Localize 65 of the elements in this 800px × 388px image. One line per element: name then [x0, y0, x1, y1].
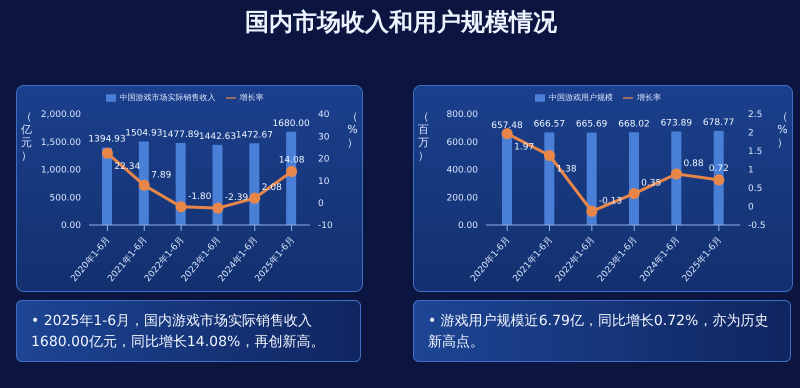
y2-tick-label: -10 [318, 221, 333, 232]
y2-tick-label: 30 [318, 132, 330, 142]
point [286, 166, 298, 178]
y2-tick-label: 20 [318, 154, 330, 165]
y2-axis-title: （%） [777, 110, 788, 149]
point [176, 201, 187, 212]
data-label: 1472.67 [236, 130, 273, 140]
point [586, 206, 598, 217]
point [502, 128, 513, 140]
y2-tick-label: 0 [318, 198, 324, 209]
y2-tick-label: 10 [318, 176, 330, 187]
point [671, 168, 682, 180]
point [628, 188, 640, 200]
data-label: -1.80 [188, 192, 212, 202]
data-label: 0.72 [708, 164, 729, 174]
y-tick-label: 1,000.00 [40, 166, 82, 176]
point [138, 180, 150, 191]
data-label: 1680.00 [272, 118, 310, 129]
data-label: 673.89 [660, 118, 692, 128]
y2-tick-label: 2 [748, 128, 754, 139]
data-label: 666.57 [534, 120, 566, 130]
text: • 游戏用户规模近6.79亿，同比增长0.72%，亦为历史新高点。 [428, 312, 770, 352]
point [249, 192, 260, 204]
y-tick-label: 200.00 [446, 193, 478, 204]
data-label: 14.08 [278, 156, 305, 166]
y-tick-label: 0.00 [60, 221, 82, 232]
y2-tick-label: 1 [748, 166, 754, 176]
y2-tick-label: 2.5 [748, 110, 762, 120]
y-axis-title: （百万） [418, 110, 429, 162]
data-label: 657.48 [491, 120, 524, 131]
text: 国内市场收入和用户规模情况 [244, 7, 558, 38]
y-tick-label: 1,500.00 [40, 138, 82, 148]
data-label: 1477.89 [162, 130, 200, 140]
y2-axis-title: （%） [347, 110, 358, 149]
data-label: 0.88 [684, 158, 704, 169]
legend-label: 增长率 [637, 93, 661, 102]
legend-label: 中国游戏用户规模 [549, 93, 613, 102]
y2-tick-label: 1.5 [748, 147, 762, 158]
point [212, 202, 224, 214]
y-tick-label: 0.00 [458, 221, 478, 232]
y2-tick-label: -0.5 [748, 221, 766, 232]
y-tick-label: 600.00 [446, 138, 478, 148]
y2-tick-label: 0.5 [748, 184, 762, 194]
y2-tick-label: 0 [748, 202, 754, 213]
data-label: -2.39 [224, 193, 248, 204]
y-axis-title: （亿元） [21, 110, 32, 162]
point [713, 174, 724, 186]
legend-label: 中国游戏市场实际销售收入 [120, 93, 216, 102]
point [544, 150, 555, 161]
y-tick-label: 2,000.00 [40, 110, 82, 120]
data-label: 1442.63 [198, 132, 236, 142]
data-label: 1504.93 [125, 128, 162, 138]
data-label: 678.77 [702, 118, 734, 128]
legend-label: 增长率 [240, 93, 264, 102]
y-tick-label: 400.00 [446, 166, 478, 176]
data-label: 1.97 [514, 142, 534, 153]
data-label: 665.69 [576, 120, 608, 130]
y-tick-label: 500.00 [50, 193, 82, 204]
text: • 2025年1-6月，国内游戏市场实际销售收入1680.00亿元，同比增长14.08%，再创新高。 [31, 312, 326, 352]
data-label: 7.89 [151, 170, 172, 180]
point [102, 148, 113, 159]
data-label: 668.02 [618, 119, 650, 130]
data-label: 1394.93 [88, 134, 126, 145]
y-tick-label: 800.00 [446, 110, 478, 120]
y2-tick-label: 40 [318, 110, 330, 120]
